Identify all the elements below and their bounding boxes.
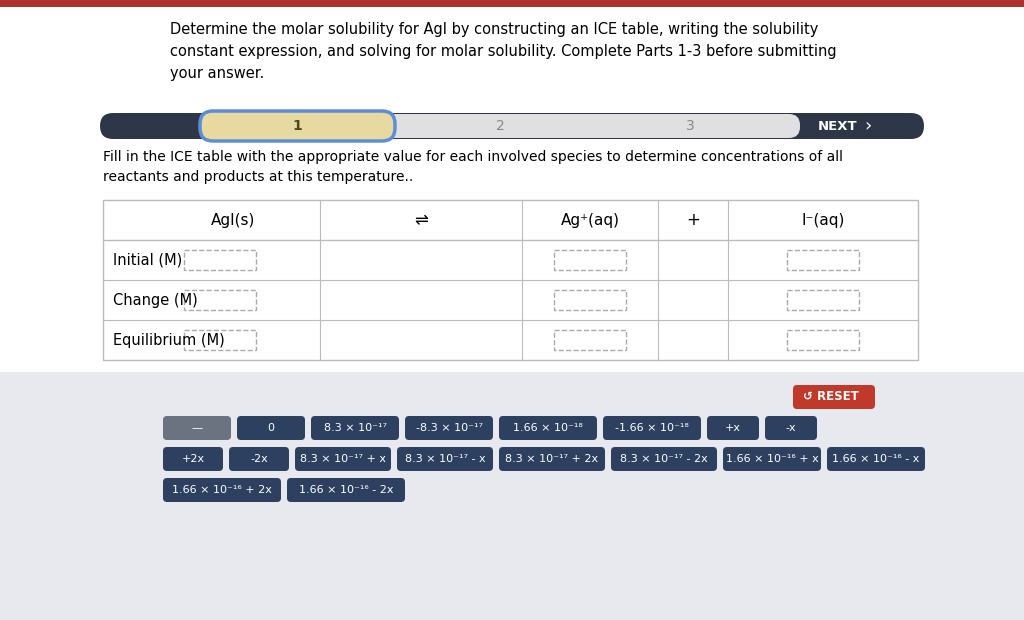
FancyBboxPatch shape xyxy=(765,416,817,440)
FancyBboxPatch shape xyxy=(200,111,395,141)
FancyBboxPatch shape xyxy=(793,385,874,409)
Text: —: — xyxy=(191,423,203,433)
FancyBboxPatch shape xyxy=(163,447,223,471)
FancyBboxPatch shape xyxy=(237,416,305,440)
FancyBboxPatch shape xyxy=(827,447,925,471)
FancyBboxPatch shape xyxy=(183,330,256,350)
Text: Fill in the ICE table with the appropriate value for each involved species to de: Fill in the ICE table with the appropria… xyxy=(103,150,843,184)
Text: -8.3 × 10⁻¹⁷: -8.3 × 10⁻¹⁷ xyxy=(416,423,482,433)
Text: ⇌: ⇌ xyxy=(414,211,428,229)
Text: 1.66 × 10⁻¹⁶ + 2x: 1.66 × 10⁻¹⁶ + 2x xyxy=(172,485,272,495)
Text: 1: 1 xyxy=(292,119,302,133)
Text: 3: 3 xyxy=(686,119,694,133)
FancyBboxPatch shape xyxy=(787,330,859,350)
FancyBboxPatch shape xyxy=(311,416,399,440)
FancyBboxPatch shape xyxy=(295,447,391,471)
FancyBboxPatch shape xyxy=(554,250,626,270)
FancyBboxPatch shape xyxy=(103,200,918,360)
Text: -x: -x xyxy=(785,423,797,433)
Text: NEXT: NEXT xyxy=(818,120,858,133)
Text: 8.3 × 10⁻¹⁷ + x: 8.3 × 10⁻¹⁷ + x xyxy=(300,454,386,464)
FancyBboxPatch shape xyxy=(183,250,256,270)
Text: 8.3 × 10⁻¹⁷ - 2x: 8.3 × 10⁻¹⁷ - 2x xyxy=(621,454,708,464)
Text: AgI(s): AgI(s) xyxy=(211,213,255,228)
FancyBboxPatch shape xyxy=(611,447,717,471)
FancyBboxPatch shape xyxy=(100,113,924,139)
Text: 1.66 × 10⁻¹⁸: 1.66 × 10⁻¹⁸ xyxy=(513,423,583,433)
Text: Equilibrium (M): Equilibrium (M) xyxy=(113,332,224,347)
FancyBboxPatch shape xyxy=(787,290,859,310)
Text: -2x: -2x xyxy=(250,454,268,464)
Text: -1.66 × 10⁻¹⁸: -1.66 × 10⁻¹⁸ xyxy=(615,423,689,433)
Text: Ag⁺(aq): Ag⁺(aq) xyxy=(560,213,620,228)
FancyBboxPatch shape xyxy=(310,114,800,138)
Text: Initial (M): Initial (M) xyxy=(113,252,182,267)
Text: 1.66 × 10⁻¹⁶ - 2x: 1.66 × 10⁻¹⁶ - 2x xyxy=(299,485,393,495)
FancyBboxPatch shape xyxy=(0,0,1024,7)
Text: 8.3 × 10⁻¹⁷ - x: 8.3 × 10⁻¹⁷ - x xyxy=(404,454,485,464)
FancyBboxPatch shape xyxy=(554,290,626,310)
FancyBboxPatch shape xyxy=(603,416,701,440)
FancyBboxPatch shape xyxy=(163,416,231,440)
Text: 1.66 × 10⁻¹⁶ - x: 1.66 × 10⁻¹⁶ - x xyxy=(833,454,920,464)
Text: 8.3 × 10⁻¹⁷: 8.3 × 10⁻¹⁷ xyxy=(324,423,386,433)
Text: Determine the molar solubility for AgI by constructing an ICE table, writing the: Determine the molar solubility for AgI b… xyxy=(170,22,837,81)
Text: 1.66 × 10⁻¹⁶ + x: 1.66 × 10⁻¹⁶ + x xyxy=(726,454,818,464)
FancyBboxPatch shape xyxy=(707,416,759,440)
FancyBboxPatch shape xyxy=(397,447,493,471)
FancyBboxPatch shape xyxy=(406,416,493,440)
FancyBboxPatch shape xyxy=(163,478,281,502)
FancyBboxPatch shape xyxy=(499,447,605,471)
Text: 2: 2 xyxy=(496,119,505,133)
Text: I⁻(aq): I⁻(aq) xyxy=(802,213,845,228)
FancyBboxPatch shape xyxy=(0,372,1024,620)
Text: +: + xyxy=(686,211,700,229)
FancyBboxPatch shape xyxy=(287,478,406,502)
FancyBboxPatch shape xyxy=(787,250,859,270)
FancyBboxPatch shape xyxy=(499,416,597,440)
FancyBboxPatch shape xyxy=(229,447,289,471)
FancyBboxPatch shape xyxy=(183,290,256,310)
Text: +x: +x xyxy=(725,423,741,433)
Text: 0: 0 xyxy=(267,423,274,433)
Text: Change (M): Change (M) xyxy=(113,293,198,308)
FancyBboxPatch shape xyxy=(723,447,821,471)
Text: +2x: +2x xyxy=(181,454,205,464)
Text: ↺ RESET: ↺ RESET xyxy=(803,391,859,404)
Text: 8.3 × 10⁻¹⁷ + 2x: 8.3 × 10⁻¹⁷ + 2x xyxy=(506,454,599,464)
Text: ›: › xyxy=(864,117,871,135)
FancyBboxPatch shape xyxy=(554,330,626,350)
